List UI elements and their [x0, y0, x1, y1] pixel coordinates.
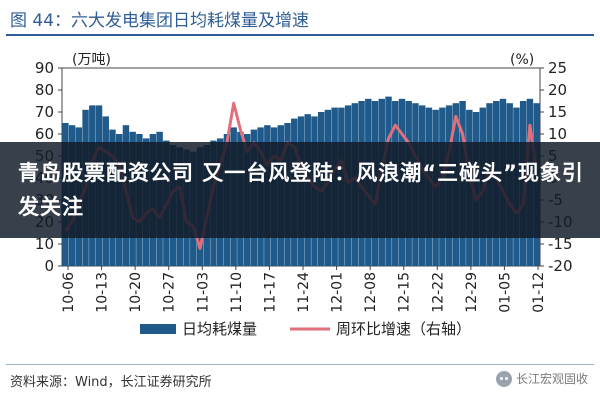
right-axis-tick-label: -15 — [548, 235, 573, 253]
wechat-icon — [495, 370, 512, 387]
x-axis-tick-label: 10-13 — [95, 272, 111, 313]
figure-title: 图 44：六大发电集团日均耗煤量及增速 — [10, 11, 310, 31]
right-axis-tick-label: -20 — [548, 257, 573, 275]
left-axis-unit: (万吨) — [72, 52, 111, 68]
overlay-headline[interactable]: 青岛股票配资公司 又一台风登陆：风浪潮“三碰头”现象引发关注 — [18, 161, 584, 219]
legend-bar-label: 日均耗煤量 — [182, 320, 257, 338]
title-rule — [6, 34, 594, 36]
x-axis-tick-label: 10-06 — [61, 272, 77, 313]
x-axis-tick-label: 01-12 — [531, 272, 547, 313]
x-axis-tick-label: 11-10 — [229, 272, 245, 313]
right-axis-tick-label: 10 — [548, 125, 567, 143]
x-axis-tick-label: 10-27 — [162, 272, 178, 313]
source-text: 资料来源：Wind，长江证券研究所 — [10, 375, 212, 390]
left-axis-tick-label: 60 — [35, 125, 54, 143]
overlay-banner[interactable]: 青岛股票配资公司 又一台风登陆：风浪潮“三碰头”现象引发关注 — [0, 142, 600, 238]
left-axis-tick-label: 80 — [35, 81, 54, 99]
watermark-label: 长江宏观固收 — [515, 372, 588, 386]
left-axis-tick-label: 0 — [44, 257, 54, 275]
right-axis-unit: (%) — [510, 52, 534, 68]
x-axis-tick-label: 12-01 — [330, 272, 346, 313]
watermark: 长江宏观固收 — [495, 370, 588, 387]
x-axis-tick-label: 12-15 — [397, 272, 413, 313]
legend-bar-swatch — [140, 324, 176, 334]
right-axis-tick-label: 20 — [548, 81, 567, 99]
x-axis-tick-label: 11-17 — [262, 272, 278, 313]
x-axis-tick-label: 11-03 — [195, 272, 211, 313]
right-axis-tick-label: 25 — [548, 59, 567, 77]
x-axis-tick-label: 12-22 — [430, 272, 446, 313]
x-axis-tick-label: 12-29 — [464, 272, 480, 313]
legend-line-label: 周环比增速（右轴） — [336, 320, 471, 338]
x-axis-tick-label: 10-20 — [128, 272, 144, 313]
left-axis-tick-label: 70 — [35, 103, 54, 121]
left-axis-tick-label: 90 — [35, 59, 54, 77]
right-axis-tick-label: 15 — [548, 103, 567, 121]
left-axis-tick-label: 10 — [35, 235, 54, 253]
x-axis-tick-label: 01-05 — [497, 272, 513, 313]
x-axis-tick-label: 11-24 — [296, 272, 312, 313]
footer-rule — [6, 364, 594, 365]
x-axis-tick-label: 12-08 — [363, 272, 379, 313]
